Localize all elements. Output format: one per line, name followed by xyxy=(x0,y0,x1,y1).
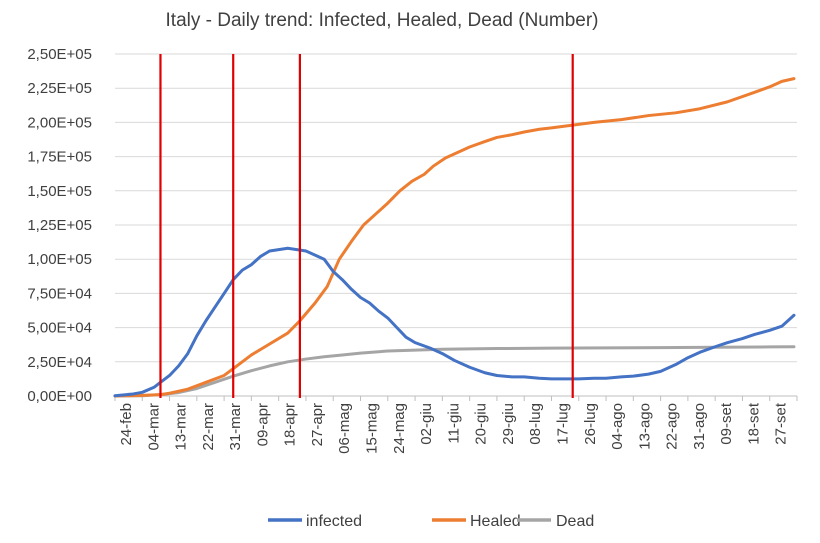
legend-label-healed: Healed xyxy=(470,513,521,530)
y-tick-label: 1,50E+05 xyxy=(27,183,92,200)
x-tick-label: 18-set xyxy=(745,402,762,445)
x-tick-label: 20-giu xyxy=(473,403,490,445)
x-tick-label: 04-ago xyxy=(609,403,626,450)
y-tick-label: 1,25E+05 xyxy=(27,217,92,234)
x-tick-label: 27-set xyxy=(773,402,790,445)
x-tick-label: 17-lug xyxy=(554,403,571,445)
x-tick-label: 26-lug xyxy=(582,403,599,445)
grid xyxy=(115,53,797,397)
y-tick-label: 2,50E+04 xyxy=(27,354,92,371)
x-tick-label: 06-mag xyxy=(336,403,353,454)
y-tick-label: 2,00E+05 xyxy=(27,114,92,131)
x-tick-label: 24-mag xyxy=(391,403,408,454)
x-tick-label: 02-giu xyxy=(418,403,435,445)
y-tick-label: 2,50E+05 xyxy=(27,46,92,63)
x-tick-label: 31-mar xyxy=(227,403,244,451)
series-line-dead xyxy=(113,345,796,398)
series-lines xyxy=(113,77,796,398)
x-tick-label: 29-giu xyxy=(500,403,517,445)
x-tick-label: 15-mag xyxy=(364,403,381,454)
x-tick-label: 31-ago xyxy=(691,403,708,450)
x-tick-label: 11-giu xyxy=(445,403,462,444)
x-axis-ticks: 24-feb 04-mar 13-mar 22-mar 31-mar 09-apr 18-a… xyxy=(114,396,798,454)
x-tick-label: 18-apr xyxy=(282,403,299,446)
y-tick-label: 1,75E+05 xyxy=(27,149,92,166)
x-tick-label: 09-apr xyxy=(254,403,271,446)
x-tick-label: 13-ago xyxy=(636,403,653,450)
legend: infected Healed Dead xyxy=(268,513,594,530)
y-tick-label: 2,25E+05 xyxy=(27,80,92,97)
y-tick-label: 5,00E+04 xyxy=(27,320,92,337)
x-tick-label: 22-mar xyxy=(200,403,217,451)
x-tick-label: 22-ago xyxy=(664,403,681,450)
y-axis-ticks: 0,00E+00 2,50E+04 5,00E+04 7,50E+04 1,00E+05… xyxy=(27,46,92,405)
y-tick-label: 1,00E+05 xyxy=(27,251,92,268)
x-tick-label: 09-set xyxy=(718,402,735,445)
chart-title: Italy - Daily trend: Infected, Healed, D… xyxy=(166,10,599,31)
legend-label-dead: Dead xyxy=(556,513,594,530)
x-tick-label: 13-mar xyxy=(173,403,190,451)
legend-label-infected: infected xyxy=(306,513,362,530)
series-line-infected xyxy=(113,246,796,398)
x-tick-label: 24-feb xyxy=(118,403,135,446)
x-tick-label: 04-mar xyxy=(145,403,162,451)
x-tick-label: 27-apr xyxy=(309,403,326,446)
vertical-markers xyxy=(159,54,574,398)
y-tick-label: 7,50E+04 xyxy=(27,285,92,302)
y-tick-label: 0,00E+00 xyxy=(27,388,92,405)
x-tick-label: 08-lug xyxy=(527,403,544,445)
